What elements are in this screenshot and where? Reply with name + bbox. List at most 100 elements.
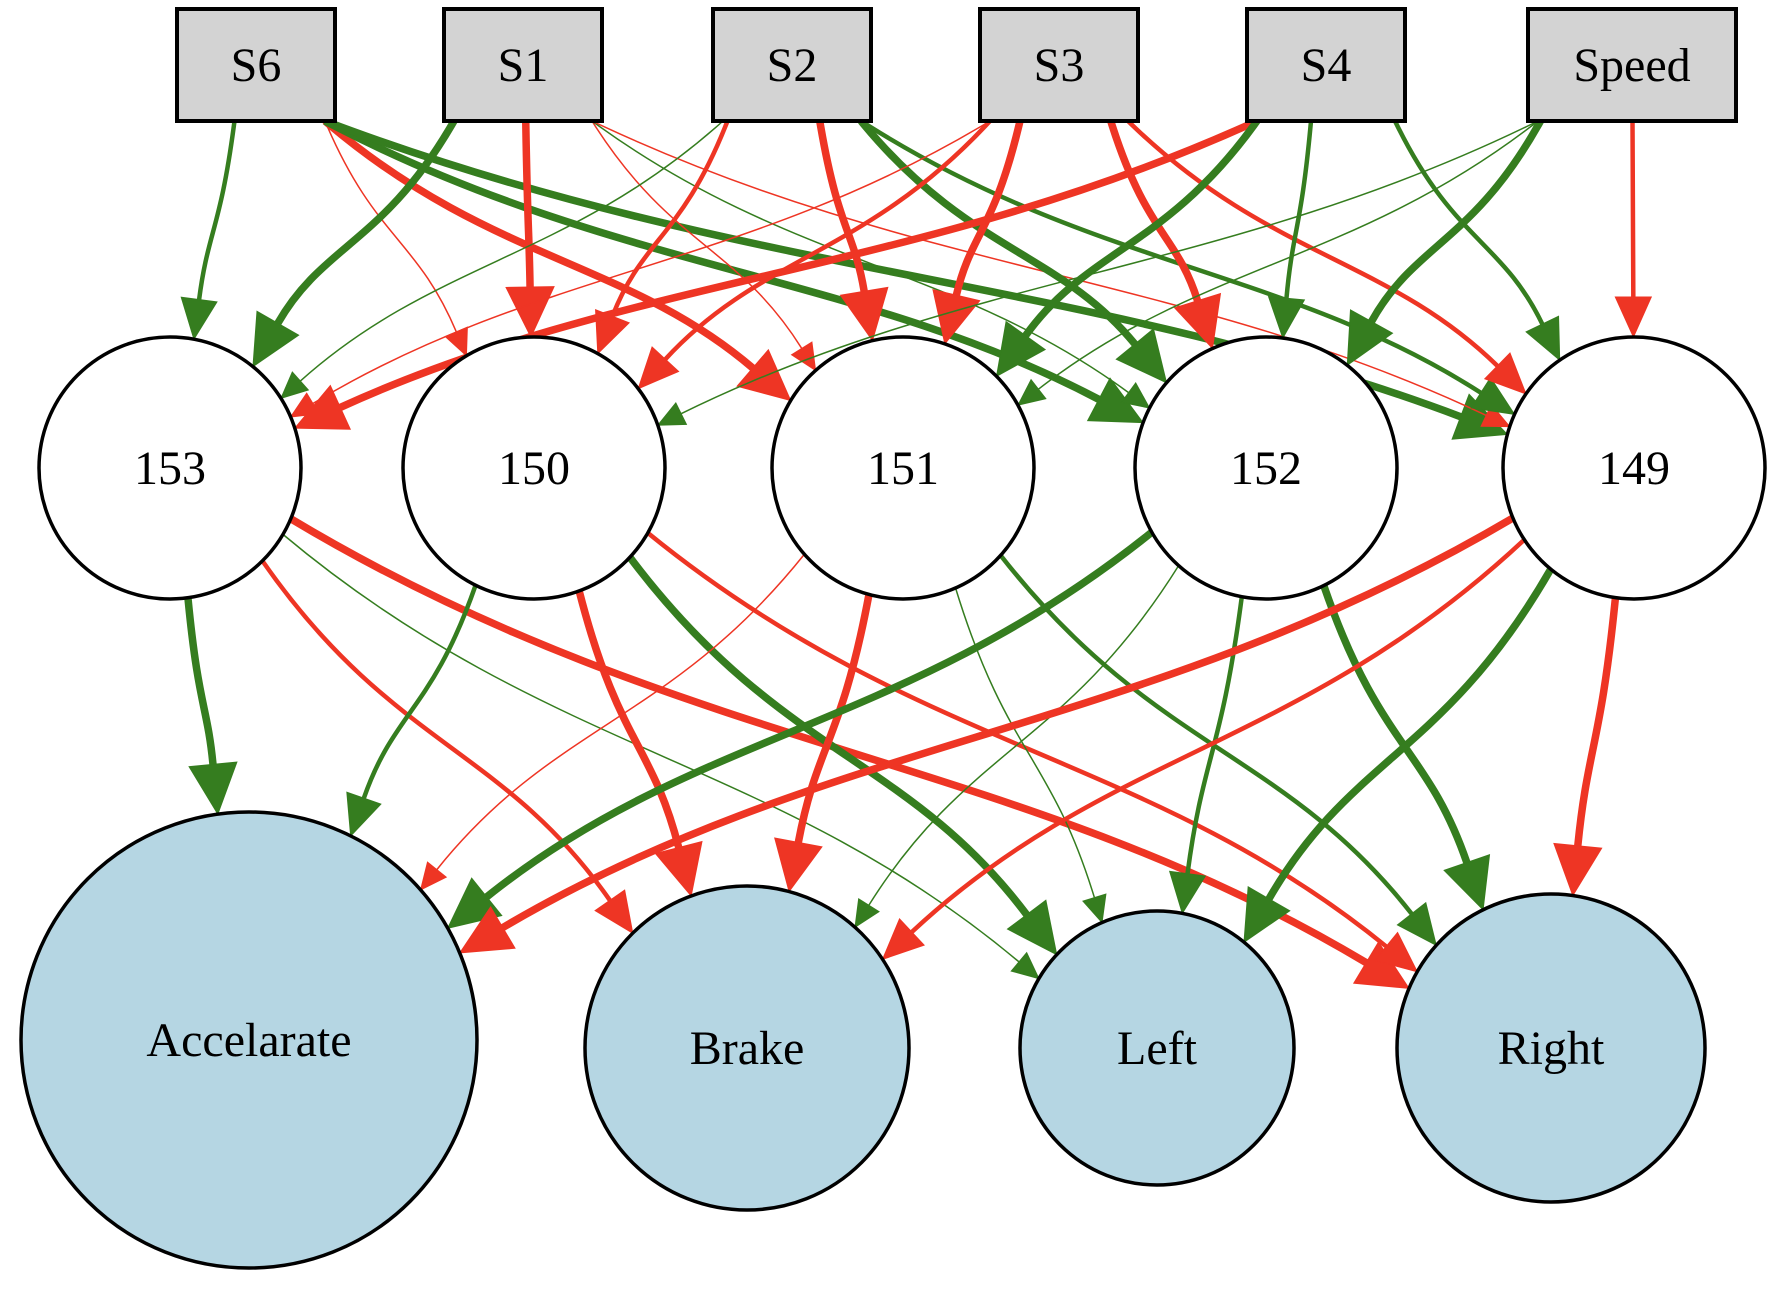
edge-line bbox=[626, 555, 1030, 917]
edge-150-Left bbox=[626, 555, 1058, 956]
edge-arrowhead bbox=[1614, 296, 1653, 339]
edge-arrowhead bbox=[790, 341, 817, 372]
edge-149-Accelarate bbox=[458, 514, 1515, 954]
edge-line bbox=[312, 120, 991, 405]
edge-line bbox=[1107, 119, 1202, 302]
edge-149-Brake bbox=[881, 538, 1526, 961]
hidden-label: 151 bbox=[867, 442, 939, 495]
edge-line bbox=[816, 120, 868, 292]
hidden-node-153: 153 bbox=[37, 335, 303, 601]
edge-line bbox=[680, 120, 1539, 415]
edge-S2-151 bbox=[816, 120, 889, 342]
edge-S6-153 bbox=[180, 120, 237, 341]
edges-layer bbox=[180, 117, 1653, 989]
input-node-s2: S2 bbox=[711, 7, 873, 123]
edge-150-Accelarate bbox=[346, 584, 478, 838]
edge-line bbox=[1284, 120, 1314, 299]
edge-arrowhead bbox=[637, 346, 680, 390]
edge-arrowhead bbox=[188, 761, 238, 816]
output-node-brake: Brake bbox=[583, 884, 911, 1212]
edge-152-Brake bbox=[854, 565, 1180, 929]
edge-153-Left bbox=[282, 533, 1040, 980]
edge-arrowhead bbox=[1082, 893, 1107, 924]
edge-line bbox=[952, 120, 1024, 297]
edge-arrowhead bbox=[995, 320, 1047, 378]
input-node-speed: Speed bbox=[1526, 7, 1738, 123]
hidden-label: 152 bbox=[1230, 442, 1302, 495]
output-label: Right bbox=[1498, 1022, 1605, 1075]
edge-Speed-152 bbox=[1346, 119, 1544, 367]
edge-line bbox=[500, 514, 1515, 931]
edge-line bbox=[1320, 584, 1471, 864]
edge-line bbox=[1037, 120, 1539, 390]
edge-line bbox=[1126, 119, 1499, 368]
edge-line bbox=[1022, 118, 1261, 338]
edge-arrowhead bbox=[736, 348, 792, 402]
input-node-s4: S4 bbox=[1245, 7, 1407, 123]
edge-arrowhead bbox=[932, 289, 981, 345]
edge-arrowhead bbox=[1525, 315, 1561, 362]
edge-arrowhead bbox=[1267, 296, 1306, 340]
edge-line bbox=[575, 590, 683, 849]
edge-S3-150 bbox=[637, 119, 992, 390]
edge-line bbox=[299, 120, 724, 382]
hidden-node-150: 150 bbox=[401, 335, 667, 601]
edge-arrowhead bbox=[1006, 899, 1058, 956]
edge-line bbox=[858, 118, 1138, 347]
edge-arrowhead bbox=[1480, 403, 1511, 428]
output-circle bbox=[1395, 892, 1707, 1204]
hidden-label: 150 bbox=[498, 442, 570, 495]
edge-line bbox=[610, 120, 730, 318]
edge-line bbox=[282, 533, 1020, 963]
edge-line bbox=[196, 120, 237, 300]
hidden-node-152: 152 bbox=[1133, 335, 1399, 601]
edge-line bbox=[663, 119, 992, 361]
edge-line bbox=[436, 553, 805, 871]
edge-arrowhead bbox=[1115, 327, 1168, 384]
edge-153-Accelarate bbox=[184, 597, 238, 816]
hidden-circle bbox=[37, 335, 303, 601]
edge-149-Right bbox=[1553, 597, 1620, 897]
input-box bbox=[442, 7, 604, 123]
hidden-label: 153 bbox=[134, 442, 206, 495]
edge-152-Right bbox=[1320, 584, 1491, 911]
output-label: Accelarate bbox=[146, 1014, 351, 1067]
hidden-circle bbox=[770, 335, 1036, 601]
edge-arrowhead bbox=[1443, 853, 1491, 911]
hidden-circle bbox=[1133, 335, 1399, 601]
edge-arrowhead bbox=[656, 402, 688, 426]
input-label: S2 bbox=[767, 39, 818, 92]
output-node-accelarate: Accelarate bbox=[19, 810, 479, 1270]
hidden-circle bbox=[401, 335, 667, 601]
edge-Speed-149 bbox=[1614, 120, 1653, 339]
edge-arrowhead bbox=[1483, 352, 1527, 395]
edge-arrowhead bbox=[346, 791, 382, 838]
edge-S1-150 bbox=[505, 120, 555, 339]
input-box bbox=[175, 7, 337, 123]
input-label: Speed bbox=[1573, 39, 1690, 92]
edge-arrowhead bbox=[1010, 951, 1040, 980]
input-label: S1 bbox=[498, 39, 549, 92]
output-label: Left bbox=[1117, 1022, 1198, 1075]
edge-line bbox=[274, 119, 458, 326]
edge-arrowhead bbox=[1120, 382, 1151, 409]
edge-S4-152 bbox=[1267, 120, 1314, 340]
nodes-layer: S6 S1 S2 S3 S4 Speed 153 150 151 152 149 Accelarate… bbox=[19, 7, 1767, 1270]
edge-S6-151 bbox=[322, 118, 792, 402]
output-circle bbox=[583, 884, 911, 1212]
edge-arrowhead bbox=[252, 310, 300, 368]
input-label: S3 bbox=[1034, 39, 1085, 92]
edge-arrowhead bbox=[1373, 931, 1419, 973]
edge-line bbox=[522, 120, 534, 288]
output-circle bbox=[19, 810, 479, 1270]
hidden-label: 149 bbox=[1598, 442, 1670, 495]
edge-Speed-151 bbox=[1017, 120, 1539, 406]
edge-150-Brake bbox=[575, 590, 703, 898]
edge-arrowhead bbox=[1553, 842, 1603, 897]
edge-S2-153 bbox=[280, 120, 724, 400]
edge-149-Left bbox=[1243, 567, 1555, 944]
edge-arrowhead bbox=[854, 898, 880, 929]
input-box bbox=[1245, 7, 1407, 123]
edge-line bbox=[1630, 120, 1636, 298]
edge-line bbox=[794, 593, 873, 844]
